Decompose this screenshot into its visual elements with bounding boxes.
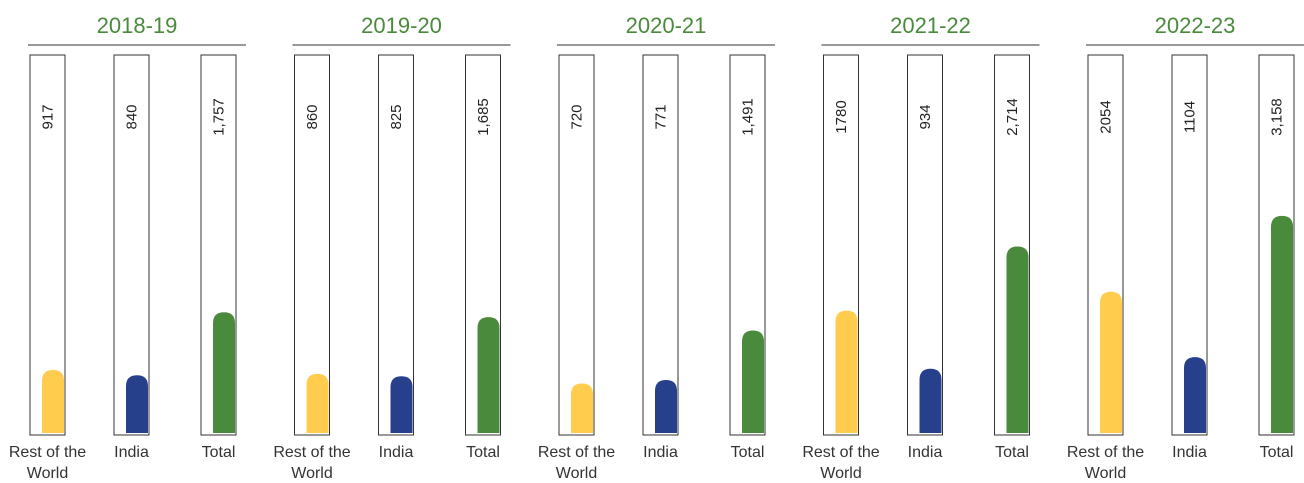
value-label: 860 xyxy=(304,104,321,129)
bar-total xyxy=(477,317,500,433)
value-label: 2,714 xyxy=(1004,98,1021,136)
category-label: Rest of the xyxy=(273,444,350,461)
value-label: 1104 xyxy=(1182,101,1199,133)
bar-india xyxy=(919,368,942,433)
value-label: 2054 xyxy=(1098,100,1115,133)
value-label: 934 xyxy=(917,104,934,129)
category-label: Rest of the xyxy=(1067,444,1144,461)
bar-rest-of-world xyxy=(306,373,329,433)
bar-total xyxy=(742,330,764,433)
bar-total xyxy=(1271,215,1293,433)
value-label: 840 xyxy=(124,104,141,129)
category-label: World xyxy=(556,465,598,482)
category-label: India xyxy=(379,444,414,461)
year-title: 2021-22 xyxy=(890,13,971,38)
value-label: 1780 xyxy=(833,100,850,133)
bar-india xyxy=(655,380,677,433)
value-label: 825 xyxy=(388,104,405,129)
year-title: 2022-23 xyxy=(1155,13,1236,38)
value-label: 3,158 xyxy=(1269,98,1286,136)
category-label: Total xyxy=(202,444,236,461)
value-label: 1,757 xyxy=(211,98,228,136)
category-label: India xyxy=(643,444,678,461)
value-label: 720 xyxy=(569,104,586,129)
category-label: Total xyxy=(1260,444,1294,461)
category-label: Total xyxy=(466,444,500,461)
bar-frame xyxy=(113,54,150,436)
bar-frame xyxy=(642,54,679,436)
bar-frame xyxy=(378,54,414,436)
category-label: Rest of the xyxy=(538,444,615,461)
bar-frame xyxy=(558,54,595,436)
category-label: Total xyxy=(731,444,765,461)
bar-rest-of-world xyxy=(42,369,64,433)
value-label: 1,685 xyxy=(475,98,492,136)
bar-rest-of-world xyxy=(835,310,858,433)
bar-india xyxy=(126,375,148,433)
category-label: India xyxy=(1172,444,1207,461)
bar-rest-of-world xyxy=(1100,291,1122,433)
value-label: 917 xyxy=(40,104,57,129)
category-label: World xyxy=(291,465,333,482)
value-label: 1,491 xyxy=(740,98,757,136)
category-label: India xyxy=(114,444,149,461)
value-label: 771 xyxy=(653,104,670,129)
bar-rest-of-world xyxy=(571,383,593,433)
bar-india xyxy=(390,376,413,433)
bar-total xyxy=(1006,246,1029,433)
category-label: World xyxy=(1085,465,1127,482)
bar-total xyxy=(213,312,235,433)
year-title: 2019-20 xyxy=(361,13,442,38)
category-label: Total xyxy=(995,444,1029,461)
category-label: Rest of the xyxy=(9,444,86,461)
bar-india xyxy=(1184,357,1206,433)
bar-frame xyxy=(294,54,330,436)
year-title: 2020-21 xyxy=(626,13,707,38)
category-label: Rest of the xyxy=(802,444,879,461)
category-label: World xyxy=(27,465,69,482)
year-title: 2018-19 xyxy=(97,13,178,38)
category-label: World xyxy=(820,465,862,482)
category-label: India xyxy=(908,444,943,461)
